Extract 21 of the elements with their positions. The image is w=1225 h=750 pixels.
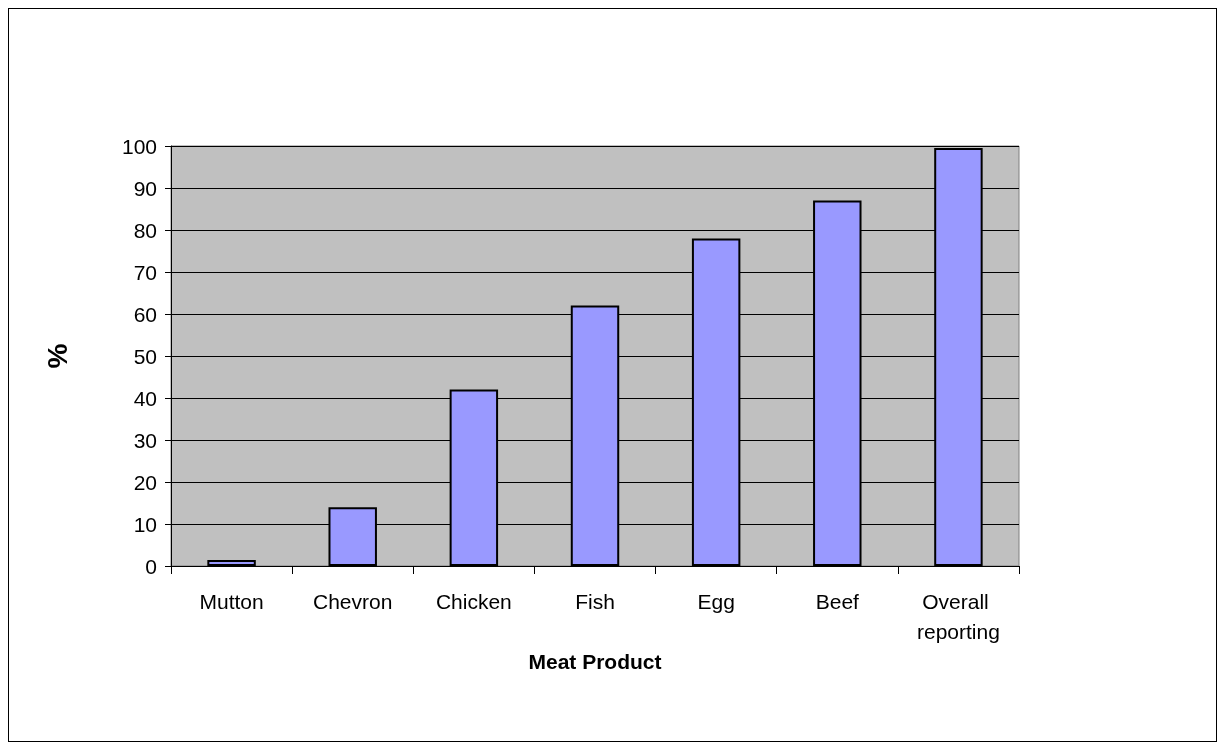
x-tick-label: Overall reporting bbox=[916, 589, 1000, 643]
x-tick-label: Egg bbox=[697, 589, 735, 613]
y-axis-title: % bbox=[41, 343, 73, 369]
y-tick-label: 60 bbox=[133, 302, 157, 326]
y-tick-label: 40 bbox=[133, 386, 157, 410]
y-tick-label: 100 bbox=[121, 134, 157, 158]
y-tick-label: 0 bbox=[145, 554, 157, 578]
y-tick-label: 30 bbox=[133, 428, 157, 452]
y-tick-label: 80 bbox=[133, 218, 157, 242]
y-tick-label: 50 bbox=[133, 344, 157, 368]
y-tick-label: 70 bbox=[133, 260, 157, 284]
y-tick-label: 90 bbox=[133, 176, 157, 200]
y-tick-label: 10 bbox=[133, 512, 157, 536]
x-axis-title: Meat Product bbox=[528, 649, 662, 673]
x-tick-label: Beef bbox=[815, 589, 860, 613]
bar bbox=[207, 560, 256, 566]
y-tick-label: 20 bbox=[133, 470, 157, 494]
x-tick-label: Chicken bbox=[435, 589, 512, 613]
x-tick-label: Mutton bbox=[199, 589, 264, 613]
x-tick-label: Fish bbox=[575, 589, 615, 613]
x-tick-label: Chevron bbox=[313, 589, 393, 613]
